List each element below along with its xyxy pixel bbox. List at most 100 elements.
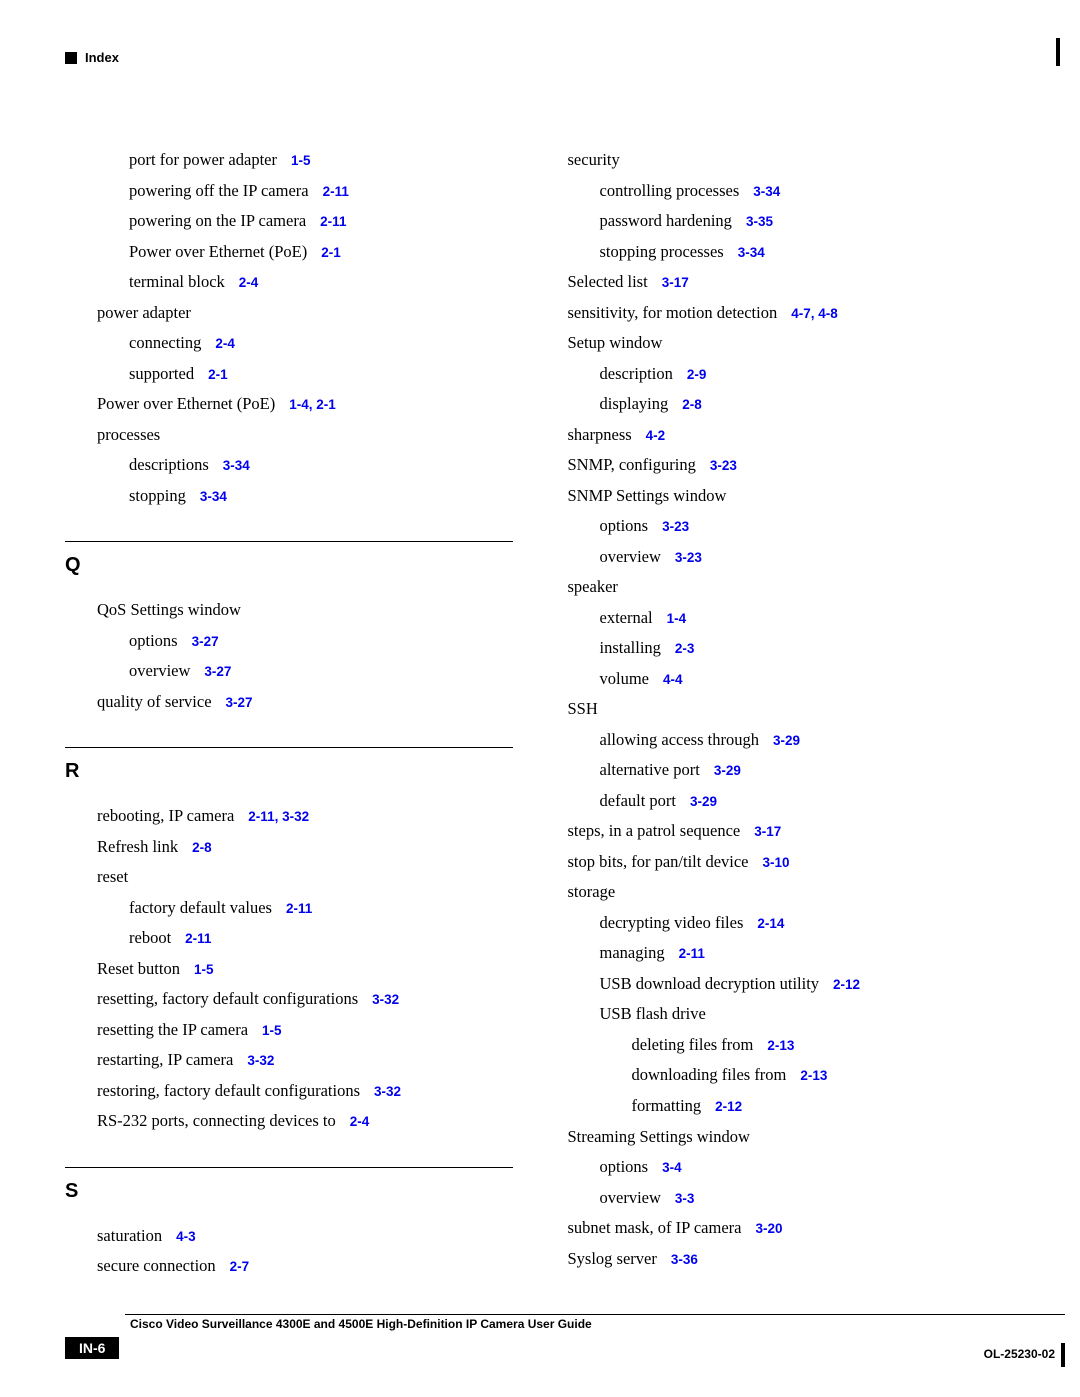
- page-ref-link[interactable]: 3-34: [200, 489, 227, 504]
- page-ref-link[interactable]: 3-29: [773, 733, 800, 748]
- page-ref-link[interactable]: 3-34: [753, 184, 780, 199]
- entry-text: restarting, IP camera: [97, 1050, 233, 1069]
- index-entry: stop bits, for pan/tilt device3-10: [568, 847, 1016, 878]
- page-ref-link[interactable]: 3-17: [662, 275, 689, 290]
- right-column: securitycontrolling processes3-34passwor…: [568, 145, 1016, 1282]
- index-entry: Selected list 3-17: [568, 267, 1016, 298]
- page-number-tab: IN-6: [65, 1337, 119, 1359]
- page-ref-link[interactable]: 3-3: [675, 1191, 695, 1206]
- page-ref-link[interactable]: 2-11: [286, 901, 312, 916]
- page-ref-link[interactable]: 2-1: [321, 245, 341, 260]
- index-entry: deleting files from2-13: [632, 1030, 1016, 1061]
- entry-text: restoring, factory default configuration…: [97, 1081, 360, 1100]
- page-ref-link[interactable]: 2-4: [350, 1114, 370, 1129]
- index-entry: subnet mask, of IP camera3-20: [568, 1213, 1016, 1244]
- page-ref-link[interactable]: 3-32: [374, 1084, 401, 1099]
- page-ref-link[interactable]: 2-13: [767, 1038, 794, 1053]
- page-ref-link[interactable]: 3-32: [247, 1053, 274, 1068]
- page-ref-link[interactable]: 2-4: [239, 275, 259, 290]
- page-ref-link[interactable]: 3-29: [690, 794, 717, 809]
- entry-text: Selected list: [568, 272, 648, 291]
- entry-text: sensitivity, for motion detection: [568, 303, 778, 322]
- entry-text: decrypting video files: [600, 913, 744, 932]
- index-entry: supported2-1: [129, 359, 513, 390]
- page-ref-link[interactable]: 3-29: [714, 763, 741, 778]
- index-columns: port for power adapter1-5powering off th…: [65, 145, 1015, 1282]
- entry-text: stopping: [129, 486, 186, 505]
- page-ref-link[interactable]: 2-8: [192, 840, 212, 855]
- entry-text: storage: [568, 882, 616, 901]
- entry-text: downloading files from: [632, 1065, 787, 1084]
- section-letter: S: [65, 1180, 513, 1203]
- index-entry: sensitivity, for motion detection 4-7, 4-…: [568, 298, 1016, 329]
- entry-text: steps, in a patrol sequence: [568, 821, 741, 840]
- page-ref-link[interactable]: 2-11: [679, 946, 705, 961]
- page-ref-link[interactable]: 3-23: [710, 458, 737, 473]
- page-ref-link[interactable]: 3-17: [754, 824, 781, 839]
- entry-text: options: [600, 516, 649, 535]
- index-entry: Power over Ethernet (PoE)1-4, 2-1: [97, 389, 513, 420]
- page-ref-link[interactable]: 3-27: [204, 664, 231, 679]
- section-divider: [65, 541, 513, 542]
- entry-text: SSH: [568, 699, 598, 718]
- page-ref-link[interactable]: 1-5: [262, 1023, 282, 1038]
- index-entry: description 2-9: [600, 359, 1016, 390]
- page-ref-link[interactable]: 2-14: [757, 916, 784, 931]
- page-ref-link[interactable]: 3-27: [192, 634, 219, 649]
- page-ref-link[interactable]: 3-27: [226, 695, 253, 710]
- entry-text: security: [568, 150, 620, 169]
- page-ref-link[interactable]: 4-2: [646, 428, 666, 443]
- index-entry: Reset button1-5: [97, 954, 513, 985]
- page-ref-link[interactable]: 4-4: [663, 672, 683, 687]
- index-entry: resetting, factory default configuration…: [97, 984, 513, 1015]
- index-entry: USB flash drive: [600, 999, 1016, 1030]
- index-entry: stopping processes3-34: [600, 237, 1016, 268]
- page-ref-link[interactable]: 2-11: [185, 931, 211, 946]
- page-ref-link[interactable]: 4-3: [176, 1229, 196, 1244]
- entry-text: powering off the IP camera: [129, 181, 309, 200]
- page-ref-link[interactable]: 2-12: [833, 977, 860, 992]
- footer-edge-rule: [1061, 1343, 1065, 1367]
- page-ref-link[interactable]: 3-4: [662, 1160, 682, 1175]
- page-ref-link[interactable]: 2-1: [208, 367, 228, 382]
- footer-title: Cisco Video Surveillance 4300E and 4500E…: [130, 1317, 1065, 1331]
- entry-text: power adapter: [97, 303, 191, 322]
- section-divider: [65, 747, 513, 748]
- page-ref-link[interactable]: 3-36: [671, 1252, 698, 1267]
- page-ref-link[interactable]: 2-11: [323, 184, 349, 199]
- page-ref-link[interactable]: 3-34: [223, 458, 250, 473]
- entry-text: description: [600, 364, 673, 383]
- index-entry: storage: [568, 877, 1016, 908]
- page-ref-link[interactable]: 3-10: [763, 855, 790, 870]
- page-ref-link[interactable]: 3-23: [675, 550, 702, 565]
- page-ref-link[interactable]: 1-4, 2-1: [289, 397, 336, 412]
- entry-text: reboot: [129, 928, 171, 947]
- page-ref-link[interactable]: 2-3: [675, 641, 695, 656]
- page-ref-link[interactable]: 2-8: [682, 397, 702, 412]
- page-header: Index: [65, 50, 1015, 65]
- page-ref-link[interactable]: 2-11: [320, 214, 346, 229]
- section-divider: [65, 1167, 513, 1168]
- page-ref-link[interactable]: 2-7: [230, 1259, 250, 1274]
- entry-text: factory default values: [129, 898, 272, 917]
- page-ref-link[interactable]: 2-11, 3-32: [248, 809, 309, 824]
- entry-text: Streaming Settings window: [568, 1127, 750, 1146]
- entry-text: overview: [600, 1188, 661, 1207]
- page-ref-link[interactable]: 3-32: [372, 992, 399, 1007]
- index-entry: controlling processes3-34: [600, 176, 1016, 207]
- page-ref-link[interactable]: 1-5: [194, 962, 214, 977]
- page-ref-link[interactable]: 4-7, 4-8: [791, 306, 838, 321]
- index-entry: managing2-11: [600, 938, 1016, 969]
- page-ref-link[interactable]: 3-23: [662, 519, 689, 534]
- page-ref-link[interactable]: 3-35: [746, 214, 773, 229]
- index-entry: restarting, IP camera 3-32: [97, 1045, 513, 1076]
- page-ref-link[interactable]: 2-12: [715, 1099, 742, 1114]
- page-ref-link[interactable]: 3-20: [755, 1221, 782, 1236]
- page-ref-link[interactable]: 1-4: [667, 611, 687, 626]
- page-ref-link[interactable]: 2-13: [800, 1068, 827, 1083]
- page-ref-link[interactable]: 2-4: [215, 336, 235, 351]
- index-entry: options3-4: [600, 1152, 1016, 1183]
- page-ref-link[interactable]: 1-5: [291, 153, 311, 168]
- page-ref-link[interactable]: 3-34: [738, 245, 765, 260]
- page-ref-link[interactable]: 2-9: [687, 367, 707, 382]
